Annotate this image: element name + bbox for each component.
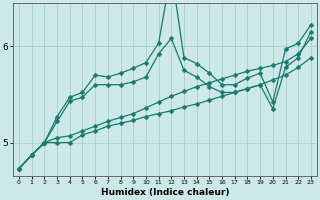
X-axis label: Humidex (Indice chaleur): Humidex (Indice chaleur) [101, 188, 229, 197]
